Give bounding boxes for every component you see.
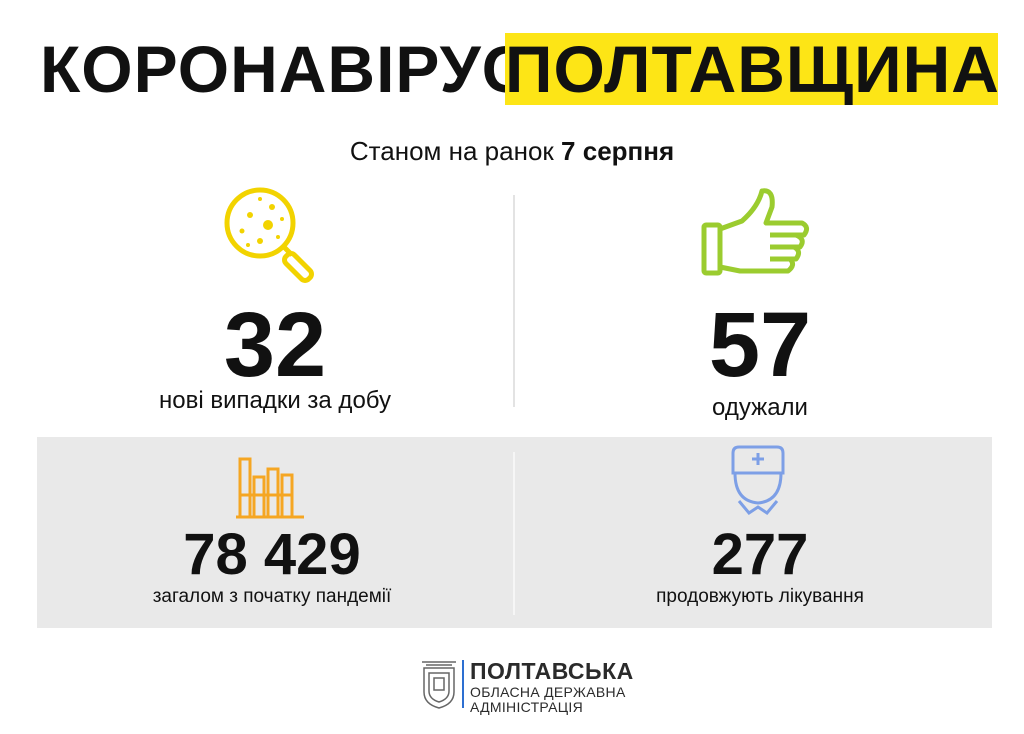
stat-label: одужали: [712, 394, 808, 421]
crest-icon: [422, 661, 456, 709]
stat-value: 57: [708, 294, 812, 396]
stat-label: загалом з початку пандемії: [152, 586, 392, 607]
subtitle-text: Станом на ранок: [349, 136, 554, 166]
divider: [513, 452, 515, 615]
footer-org: ПОЛТАВСЬКА: [470, 658, 634, 684]
title-left: КОРОНАВІРУС.: [40, 32, 550, 106]
doctor-icon: [731, 445, 785, 515]
footer-line: [462, 660, 464, 708]
title-highlight: [505, 33, 998, 105]
stat-label: нові випадки за добу: [158, 387, 392, 414]
stat-value: 78 429: [183, 522, 361, 587]
bars-icon: [236, 457, 304, 519]
divider: [513, 195, 515, 407]
title-right: ПОЛТАВЩИНА: [505, 32, 1000, 106]
subtitle-date: 7 серпня: [561, 136, 675, 166]
thumb-icon: [701, 188, 810, 276]
footer-org: АДМІНІСТРАЦІЯ: [470, 699, 584, 715]
subtitle: Станом на ранок 7 серпня: [0, 135, 1024, 167]
stat-label: продовжують лікування: [656, 586, 864, 607]
stat-value: 32: [223, 294, 327, 396]
stat-value: 277: [711, 522, 809, 587]
footer-org: ОБЛАСНА ДЕРЖАВНА: [470, 684, 626, 700]
magnifier-icon: [224, 187, 314, 283]
